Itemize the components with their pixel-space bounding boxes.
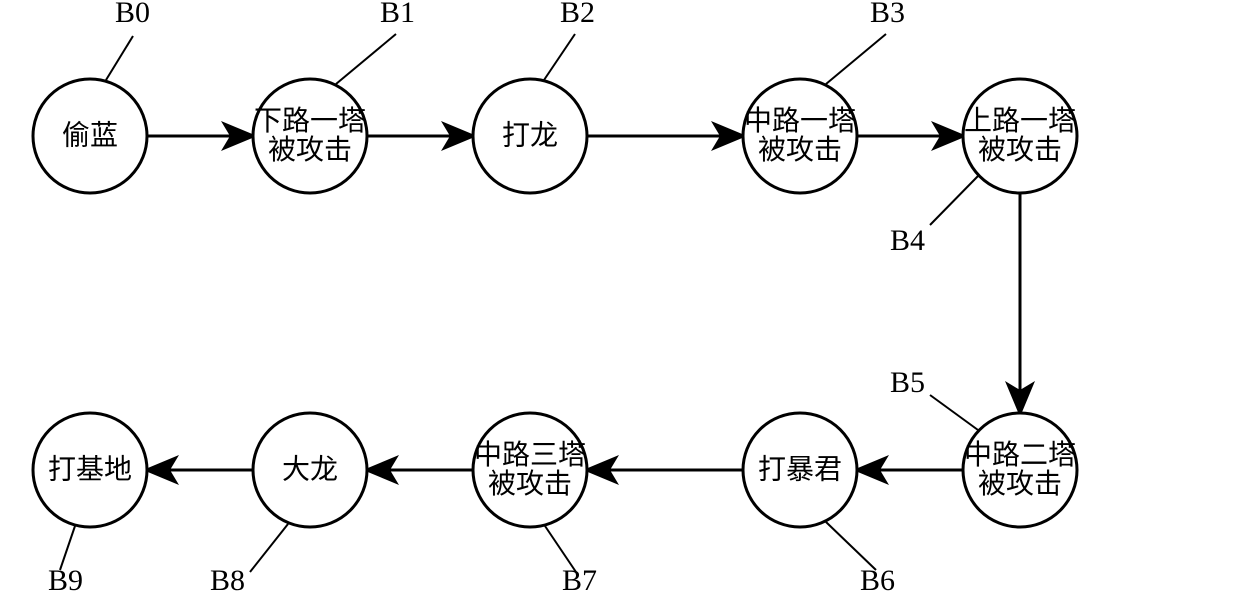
node-label: 被攻击 (978, 134, 1062, 166)
nodes-layer: 偷蓝下路一塔被攻击打龙中路一塔被攻击上路一塔被攻击中路二塔被攻击打暴君中路三塔被… (33, 79, 1077, 527)
ext-label-B0: B0 (115, 0, 150, 29)
node-label: 中路一塔 (744, 105, 856, 137)
ext-label-B6: B6 (860, 564, 895, 597)
node-B6: 打暴君 (743, 413, 857, 527)
node-label: 偷蓝 (62, 120, 118, 152)
node-label: 打龙 (502, 120, 558, 152)
ext-connector-B5 (930, 395, 978, 430)
node-label: 中路二塔 (964, 439, 1076, 471)
node-label: 下路一塔 (254, 105, 366, 137)
node-B5: 中路二塔被攻击 (963, 413, 1077, 527)
edges-layer (147, 136, 1020, 470)
ext-connector-B6 (826, 522, 876, 570)
node-B1: 下路一塔被攻击 (253, 79, 367, 193)
ext-label-B2: B2 (560, 0, 595, 29)
ext-connector-B2 (544, 34, 575, 80)
node-B3: 中路一塔被攻击 (743, 79, 857, 193)
node-label: 被攻击 (758, 134, 842, 166)
node-label: 大龙 (282, 454, 338, 486)
ext-connector-B4 (930, 176, 978, 225)
ext-connector-B0 (106, 36, 133, 80)
flowchart-canvas: 偷蓝下路一塔被攻击打龙中路一塔被攻击上路一塔被攻击中路二塔被攻击打暴君中路三塔被… (0, 0, 1240, 607)
ext-connector-B1 (336, 34, 396, 84)
ext-label-B9: B9 (48, 564, 83, 597)
ext-label-B3: B3 (870, 0, 905, 29)
ext-connector-B3 (826, 34, 886, 84)
node-B8: 大龙 (253, 413, 367, 527)
ext-label-B8: B8 (210, 564, 245, 597)
ext-label-B4: B4 (890, 224, 925, 257)
node-B4: 上路一塔被攻击 (963, 79, 1077, 193)
ext-label-B5: B5 (890, 366, 925, 399)
node-B0: 偷蓝 (33, 79, 147, 193)
node-label: 打基地 (48, 454, 132, 486)
node-B9: 打基地 (33, 413, 147, 527)
ext-connector-B8 (250, 524, 288, 572)
node-label: 打暴君 (758, 454, 842, 486)
node-B2: 打龙 (473, 79, 587, 193)
ext-label-B1: B1 (380, 0, 415, 29)
node-B7: 中路三塔被攻击 (473, 413, 587, 527)
node-label: 被攻击 (978, 468, 1062, 500)
node-label: 上路一塔 (964, 105, 1076, 137)
node-label: 中路三塔 (474, 439, 586, 471)
ext-label-B7: B7 (562, 564, 597, 597)
node-label: 被攻击 (268, 134, 352, 166)
node-label: 被攻击 (488, 468, 572, 500)
